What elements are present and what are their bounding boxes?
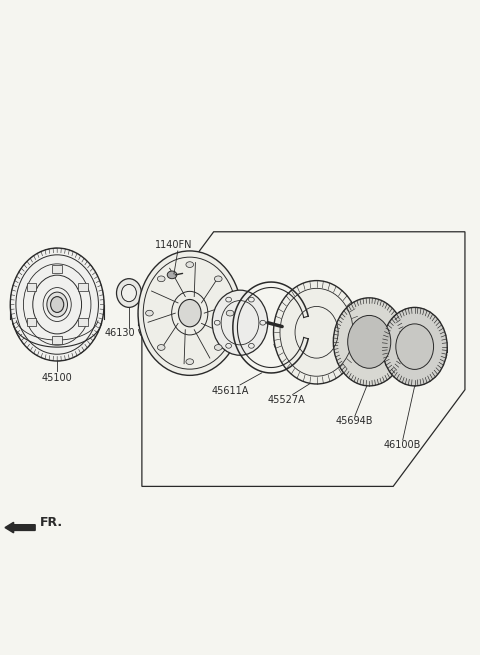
Text: 46100B: 46100B bbox=[384, 440, 421, 450]
Bar bbox=[78, 283, 87, 291]
Ellipse shape bbox=[215, 345, 222, 350]
Text: 46130: 46130 bbox=[104, 328, 135, 338]
Text: FR.: FR. bbox=[40, 516, 63, 529]
Text: 45611A: 45611A bbox=[212, 386, 249, 396]
Ellipse shape bbox=[50, 297, 64, 312]
Ellipse shape bbox=[145, 310, 153, 316]
Ellipse shape bbox=[121, 284, 136, 302]
Text: 45100: 45100 bbox=[42, 373, 72, 383]
Bar bbox=[27, 318, 36, 326]
Ellipse shape bbox=[396, 324, 433, 369]
Ellipse shape bbox=[226, 310, 234, 316]
Ellipse shape bbox=[333, 298, 405, 386]
Ellipse shape bbox=[157, 276, 165, 282]
Bar bbox=[27, 283, 36, 291]
Ellipse shape bbox=[117, 278, 142, 307]
Bar bbox=[78, 318, 87, 326]
Ellipse shape bbox=[215, 276, 222, 282]
Ellipse shape bbox=[348, 316, 391, 368]
Ellipse shape bbox=[179, 299, 201, 327]
Ellipse shape bbox=[10, 248, 104, 361]
Ellipse shape bbox=[157, 345, 165, 350]
Bar bbox=[52, 336, 62, 344]
Ellipse shape bbox=[186, 262, 193, 267]
Text: 45694B: 45694B bbox=[335, 416, 372, 426]
Ellipse shape bbox=[274, 280, 360, 384]
Ellipse shape bbox=[138, 251, 241, 375]
Ellipse shape bbox=[382, 307, 447, 386]
FancyArrow shape bbox=[5, 522, 35, 533]
Ellipse shape bbox=[212, 290, 268, 355]
Text: 1140FN: 1140FN bbox=[155, 240, 192, 250]
Text: 45527A: 45527A bbox=[267, 395, 305, 405]
Ellipse shape bbox=[167, 271, 177, 278]
Ellipse shape bbox=[47, 292, 68, 317]
Ellipse shape bbox=[186, 359, 193, 365]
Bar bbox=[52, 265, 62, 272]
